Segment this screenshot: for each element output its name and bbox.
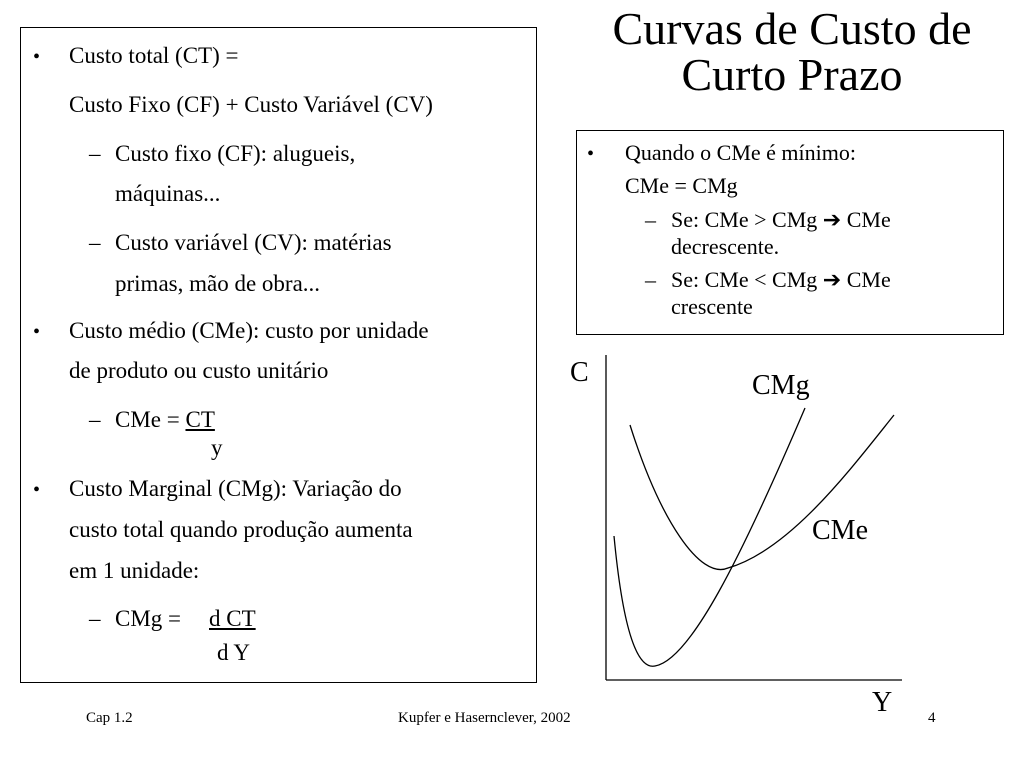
cme-formula-denominator: y bbox=[211, 435, 223, 460]
arrow-right-icon: ➔ bbox=[822, 267, 842, 292]
cme-formula-prefix: CMe = bbox=[115, 407, 186, 432]
cme-line-2: de produto ou custo unitário bbox=[69, 358, 329, 383]
arrow-right-icon: ➔ bbox=[822, 207, 842, 232]
min-cme-line-1: Quando o CMe é mínimo: bbox=[625, 140, 856, 165]
cme-line-1: Custo médio (CMe): custo por unidade bbox=[69, 318, 429, 343]
cmg-line-3: em 1 unidade: bbox=[69, 558, 200, 583]
dash-icon: – bbox=[89, 141, 101, 166]
dash-icon: – bbox=[645, 207, 656, 232]
slide-title-line-1: Curvas de Custo de bbox=[612, 3, 972, 54]
condition-box: • Quando o CMe é mínimo: CMe = CMg – Se:… bbox=[576, 130, 1004, 335]
cme-curve bbox=[629, 414, 895, 571]
cmg-line-1: Custo Marginal (CMg): Variação do bbox=[69, 476, 402, 501]
cmg-formula-numerator: d CT bbox=[209, 606, 256, 631]
definitions-box: • Custo total (CT) = Custo Fixo (CF) + C… bbox=[20, 27, 537, 683]
decreasing-condition-text: Se: CMe > CMg bbox=[671, 207, 818, 232]
bullet-icon: • bbox=[33, 46, 41, 68]
dash-icon: – bbox=[89, 407, 101, 432]
cmg-line-2: custo total quando produção aumenta bbox=[69, 517, 413, 542]
cmg-formula-prefix: CMg = bbox=[115, 606, 182, 631]
ct-line-2: Custo Fixo (CF) + Custo Variável (CV) bbox=[69, 92, 433, 117]
increasing-result: CMe bbox=[841, 267, 891, 292]
y-axis-label: C bbox=[570, 357, 589, 388]
cmg-formula-denominator: d Y bbox=[217, 640, 251, 665]
footer-page-number: 4 bbox=[928, 710, 936, 726]
cme-formula: CMe = CT bbox=[115, 407, 215, 433]
cv-line-1: Custo variável (CV): matérias bbox=[115, 230, 392, 255]
cme-curve-label: CMe bbox=[812, 515, 868, 546]
bullet-icon: • bbox=[33, 321, 41, 343]
ct-line-1: Custo total (CT) = bbox=[69, 43, 239, 68]
increasing-condition-text: Se: CMe < CMg bbox=[671, 267, 818, 292]
decreasing-result: CMe bbox=[841, 207, 891, 232]
min-cme-line-2: CMe = CMg bbox=[625, 173, 738, 198]
slide-title: Curvas de Custo de Curto Prazo bbox=[560, 6, 1024, 98]
decreasing-condition: Se: CMe > CMg ➔ CMe bbox=[671, 208, 891, 232]
increasing-label: crescente bbox=[671, 294, 753, 319]
bullet-icon: • bbox=[33, 479, 41, 501]
cv-line-2: primas, mão de obra... bbox=[115, 271, 321, 296]
footer-source: Kupfer e Hasernclever, 2002 bbox=[398, 710, 571, 726]
cmg-curve bbox=[613, 407, 806, 667]
cme-formula-numerator: CT bbox=[185, 407, 215, 432]
increasing-condition: Se: CMe < CMg ➔ CMe bbox=[671, 268, 891, 292]
dash-icon: – bbox=[89, 606, 101, 631]
bullet-icon: • bbox=[587, 143, 595, 165]
cf-line-2: máquinas... bbox=[115, 181, 221, 206]
dash-icon: – bbox=[89, 230, 101, 255]
slide-title-line-2: Curto Prazo bbox=[681, 49, 903, 100]
cmg-curve-label: CMg bbox=[752, 370, 810, 401]
x-axis-label: Y bbox=[872, 687, 892, 718]
cf-line-1: Custo fixo (CF): alugueis, bbox=[115, 141, 356, 166]
decreasing-label: decrescente. bbox=[671, 234, 780, 259]
dash-icon: – bbox=[645, 267, 656, 292]
footer-chapter: Cap 1.2 bbox=[86, 710, 133, 726]
